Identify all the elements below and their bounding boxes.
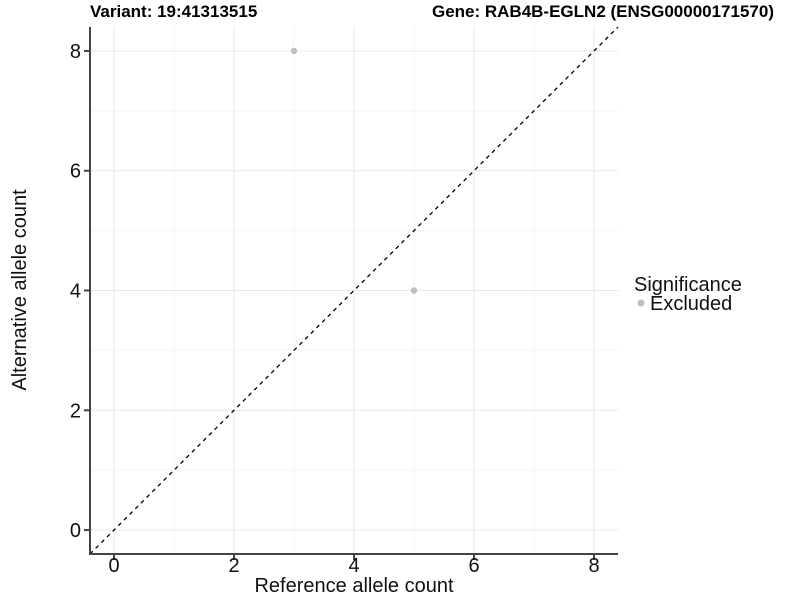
data-points-group — [290, 47, 418, 294]
variant-title: Variant: 19:41313515 — [90, 2, 257, 21]
axis-ticks — [84, 49, 595, 560]
y-tick-label: 2 — [70, 400, 81, 422]
legend: Significance Excluded — [634, 274, 742, 315]
y-tick-label: 4 — [70, 281, 81, 303]
x-tick-label: 4 — [348, 555, 359, 577]
legend-title: Significance — [634, 274, 742, 296]
axis-lines — [89, 27, 618, 555]
data-point — [410, 287, 418, 294]
x-axis-label: Reference allele count — [254, 575, 453, 597]
major-gridlines — [90, 27, 618, 554]
data-point — [290, 47, 298, 55]
x-tick-label: 6 — [468, 555, 479, 577]
y-tick-label: 8 — [70, 41, 81, 63]
y-tick-label: 6 — [70, 161, 81, 183]
gene-title: Gene: RAB4B-EGLN2 (ENSG00000171570) — [432, 2, 774, 21]
y-axis-label: Alternative allele count — [9, 189, 31, 391]
x-tick-label: 2 — [228, 555, 239, 577]
x-tick-label: 8 — [588, 555, 599, 577]
axis-tick-labels: 0 2 4 6 8 0 2 4 6 8 — [70, 41, 600, 577]
legend-point-excluded-icon — [637, 299, 645, 307]
legend-item-label: Excluded — [650, 293, 732, 315]
x-tick-label: 0 — [108, 555, 119, 577]
y-tick-label: 0 — [70, 520, 81, 542]
